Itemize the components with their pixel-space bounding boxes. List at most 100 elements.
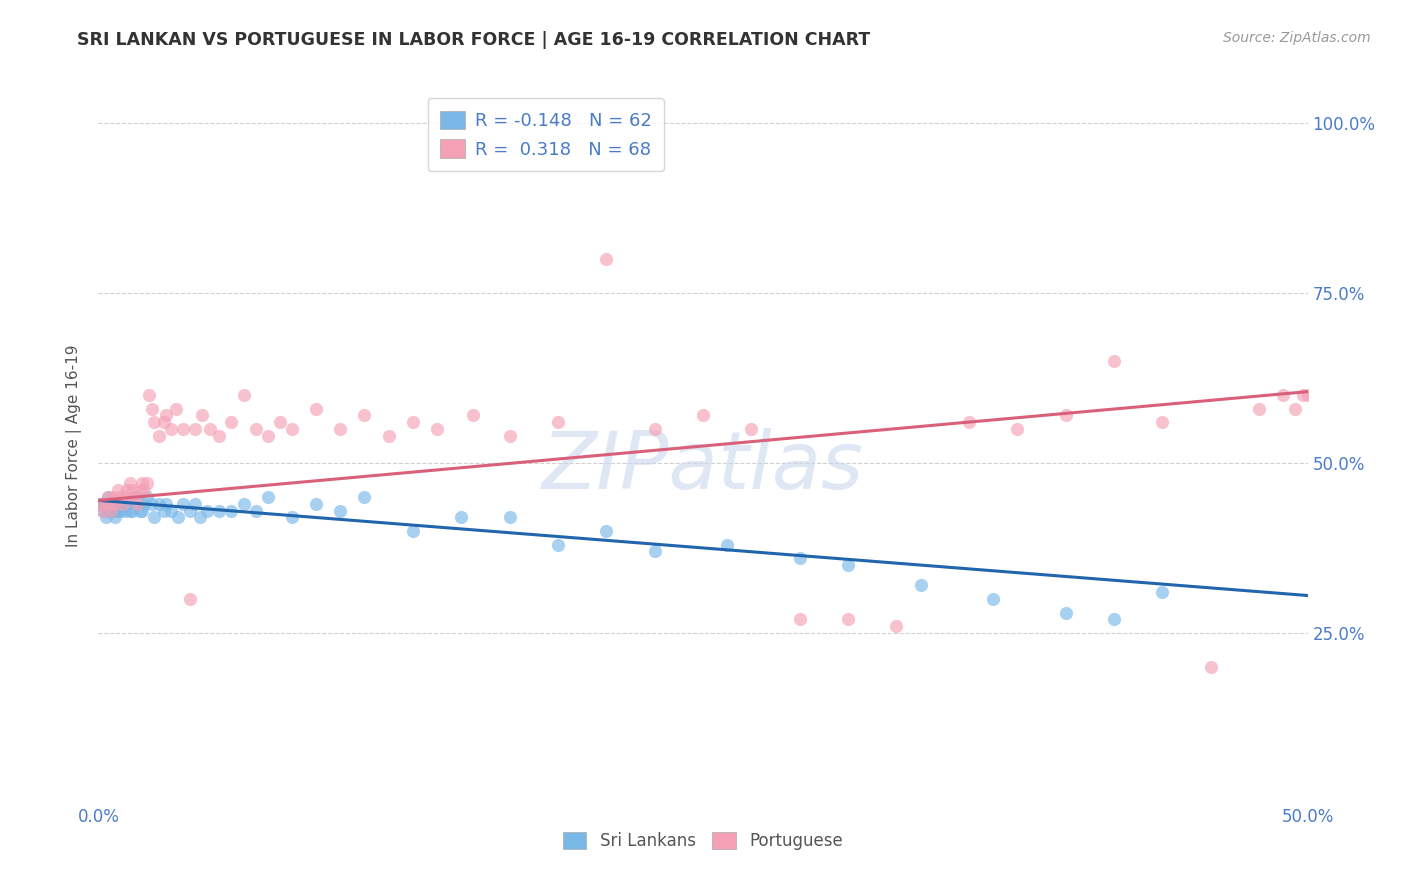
Point — [498, 510, 520, 524]
Point — [91, 503, 114, 517]
Point — [104, 510, 127, 524]
Point — [188, 510, 211, 524]
Point — [221, 503, 243, 517]
Point — [135, 476, 157, 491]
Point — [117, 483, 139, 498]
Point — [127, 497, 149, 511]
Point — [245, 422, 267, 436]
Point — [104, 503, 127, 517]
Point — [184, 497, 207, 511]
Point — [134, 483, 156, 498]
Point — [179, 591, 201, 606]
Point — [94, 497, 117, 511]
Point — [117, 497, 139, 511]
Point — [97, 490, 120, 504]
Point — [118, 476, 141, 491]
Point — [107, 497, 129, 511]
Point — [121, 483, 143, 498]
Point — [463, 409, 485, 423]
Text: Source: ZipAtlas.com: Source: ZipAtlas.com — [1223, 31, 1371, 45]
Point — [498, 429, 520, 443]
Point — [172, 422, 194, 436]
Point — [111, 497, 134, 511]
Point — [595, 524, 617, 538]
Point — [208, 503, 231, 517]
Point — [208, 429, 231, 443]
Point — [138, 388, 160, 402]
Point — [789, 551, 811, 566]
Point — [789, 612, 811, 626]
Point — [128, 503, 150, 517]
Point — [167, 510, 190, 524]
Point — [124, 490, 146, 504]
Point — [256, 490, 278, 504]
Point — [281, 510, 304, 524]
Point — [152, 503, 174, 517]
Point — [184, 422, 207, 436]
Point — [191, 409, 214, 423]
Point — [450, 510, 472, 524]
Point — [547, 537, 569, 551]
Point — [353, 409, 375, 423]
Point — [1296, 388, 1319, 402]
Point — [90, 497, 112, 511]
Point — [716, 537, 738, 551]
Point — [595, 252, 617, 266]
Point — [1272, 388, 1295, 402]
Point — [426, 422, 449, 436]
Point — [1152, 415, 1174, 429]
Point — [100, 503, 122, 517]
Point — [100, 503, 122, 517]
Point — [353, 490, 375, 504]
Point — [160, 422, 183, 436]
Point — [198, 422, 221, 436]
Point — [131, 503, 153, 517]
Point — [910, 578, 932, 592]
Point — [101, 503, 124, 517]
Point — [91, 503, 114, 517]
Point — [165, 401, 187, 416]
Point — [148, 429, 170, 443]
Point — [131, 476, 153, 491]
Point — [143, 415, 166, 429]
Point — [329, 503, 352, 517]
Point — [195, 503, 218, 517]
Point — [837, 558, 859, 572]
Point — [837, 612, 859, 626]
Point — [305, 401, 328, 416]
Point — [124, 497, 146, 511]
Point — [91, 497, 114, 511]
Legend: Sri Lankans, Portuguese: Sri Lankans, Portuguese — [555, 824, 851, 859]
Y-axis label: In Labor Force | Age 16-19: In Labor Force | Age 16-19 — [66, 344, 83, 548]
Point — [143, 510, 166, 524]
Point — [692, 409, 714, 423]
Point — [305, 497, 328, 511]
Point — [329, 422, 352, 436]
Point — [111, 497, 134, 511]
Point — [740, 422, 762, 436]
Point — [97, 503, 120, 517]
Point — [121, 503, 143, 517]
Point — [981, 591, 1004, 606]
Point — [101, 490, 124, 504]
Point — [114, 503, 136, 517]
Point — [644, 544, 666, 558]
Point — [1152, 585, 1174, 599]
Point — [114, 490, 136, 504]
Point — [402, 524, 425, 538]
Point — [134, 497, 156, 511]
Point — [281, 422, 304, 436]
Point — [107, 503, 129, 517]
Point — [101, 497, 124, 511]
Point — [141, 497, 163, 511]
Point — [886, 619, 908, 633]
Point — [100, 497, 122, 511]
Point — [155, 409, 177, 423]
Point — [152, 415, 174, 429]
Point — [107, 483, 129, 498]
Point — [141, 401, 163, 416]
Point — [1102, 354, 1125, 368]
Point — [90, 497, 112, 511]
Point — [1249, 401, 1271, 416]
Point — [155, 497, 177, 511]
